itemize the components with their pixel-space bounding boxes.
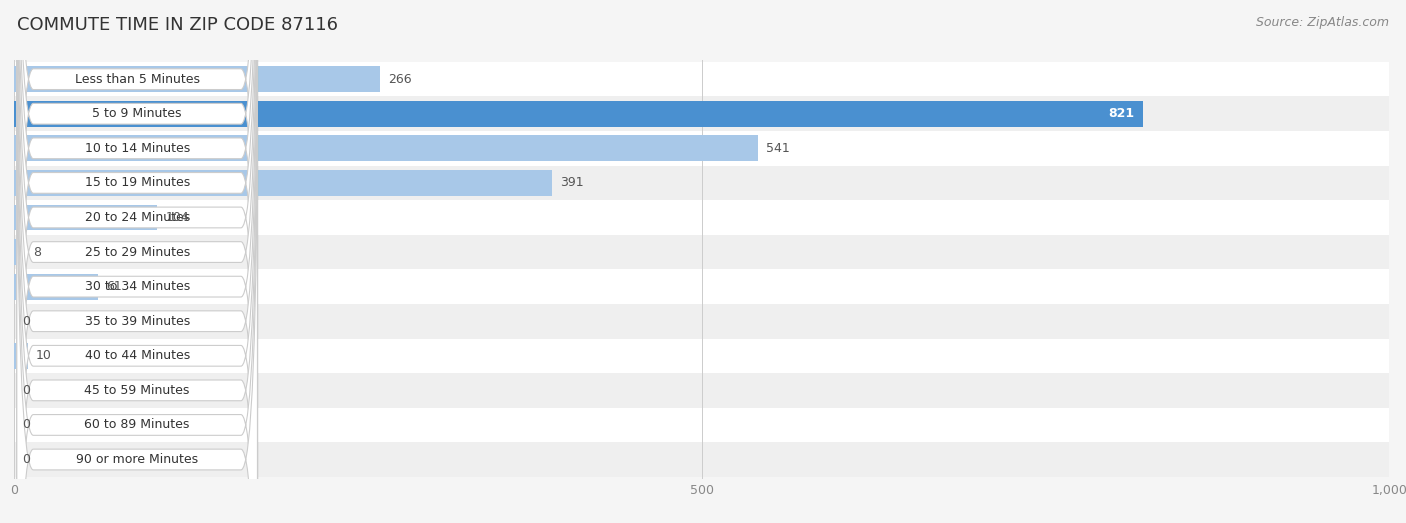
Bar	[14, 274, 98, 300]
Bar	[14, 62, 1389, 96]
Bar	[14, 200, 1389, 235]
Text: 0: 0	[22, 384, 31, 397]
Bar	[14, 442, 1389, 477]
Text: 104: 104	[166, 211, 188, 224]
Text: 541: 541	[766, 142, 790, 155]
Text: 45 to 59 Minutes: 45 to 59 Minutes	[84, 384, 190, 397]
Bar	[14, 101, 1143, 127]
Text: 40 to 44 Minutes: 40 to 44 Minutes	[84, 349, 190, 362]
Text: 30 to 34 Minutes: 30 to 34 Minutes	[84, 280, 190, 293]
Text: Less than 5 Minutes: Less than 5 Minutes	[75, 73, 200, 86]
Bar	[14, 166, 1389, 200]
FancyBboxPatch shape	[17, 20, 257, 523]
Text: 61: 61	[107, 280, 122, 293]
FancyBboxPatch shape	[17, 0, 257, 523]
Bar	[14, 239, 25, 265]
FancyBboxPatch shape	[17, 0, 257, 518]
Text: 0: 0	[22, 418, 31, 431]
FancyBboxPatch shape	[17, 0, 257, 523]
Bar	[14, 343, 28, 369]
Bar	[14, 170, 551, 196]
Text: COMMUTE TIME IN ZIP CODE 87116: COMMUTE TIME IN ZIP CODE 87116	[17, 16, 337, 33]
Bar	[14, 407, 1389, 442]
Text: 0: 0	[22, 315, 31, 328]
Text: 5 to 9 Minutes: 5 to 9 Minutes	[93, 107, 181, 120]
Bar	[14, 373, 1389, 407]
Text: Source: ZipAtlas.com: Source: ZipAtlas.com	[1256, 16, 1389, 29]
FancyBboxPatch shape	[17, 0, 257, 523]
Bar	[14, 235, 1389, 269]
FancyBboxPatch shape	[17, 0, 257, 523]
FancyBboxPatch shape	[17, 55, 257, 523]
Bar	[14, 338, 1389, 373]
FancyBboxPatch shape	[17, 0, 257, 484]
Text: 35 to 39 Minutes: 35 to 39 Minutes	[84, 315, 190, 328]
Bar	[14, 135, 758, 161]
Text: 90 or more Minutes: 90 or more Minutes	[76, 453, 198, 466]
FancyBboxPatch shape	[17, 0, 257, 523]
Bar	[14, 269, 1389, 304]
FancyBboxPatch shape	[17, 0, 257, 523]
Text: 25 to 29 Minutes: 25 to 29 Minutes	[84, 246, 190, 258]
Text: 821: 821	[1108, 107, 1135, 120]
Bar	[14, 66, 380, 92]
Text: 266: 266	[388, 73, 412, 86]
Bar	[14, 131, 1389, 166]
FancyBboxPatch shape	[17, 0, 257, 523]
Bar	[14, 204, 157, 231]
Text: 15 to 19 Minutes: 15 to 19 Minutes	[84, 176, 190, 189]
Bar	[14, 304, 1389, 338]
Text: 0: 0	[22, 453, 31, 466]
Text: 391: 391	[560, 176, 583, 189]
Text: 60 to 89 Minutes: 60 to 89 Minutes	[84, 418, 190, 431]
FancyBboxPatch shape	[17, 0, 257, 523]
Text: 10: 10	[37, 349, 52, 362]
Text: 8: 8	[34, 246, 41, 258]
Text: 10 to 14 Minutes: 10 to 14 Minutes	[84, 142, 190, 155]
Text: 20 to 24 Minutes: 20 to 24 Minutes	[84, 211, 190, 224]
Bar	[14, 96, 1389, 131]
